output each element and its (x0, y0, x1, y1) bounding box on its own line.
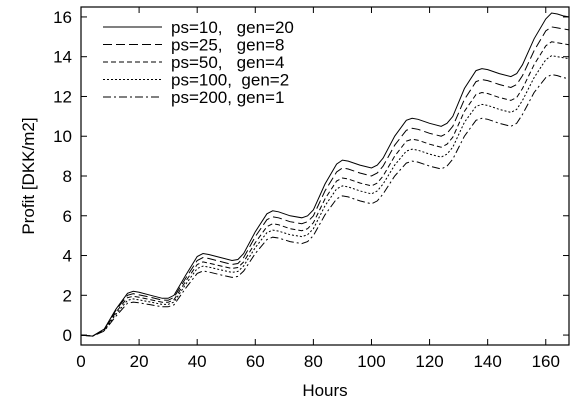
legend-label-3: ps=50, gen=4 (171, 53, 284, 72)
y-tick-label: 4 (63, 247, 72, 266)
x-tick-label: 20 (130, 352, 149, 371)
y-tick-label: 16 (53, 8, 72, 27)
series-line-3 (80, 41, 570, 337)
series-line-4 (80, 55, 570, 337)
x-tick-label: 40 (188, 352, 207, 371)
legend-label-4: ps=100, gen=2 (171, 71, 289, 90)
series-line-2 (80, 26, 570, 337)
legend-label-1: ps=10, gen=20 (171, 18, 294, 37)
x-tick-label: 140 (473, 352, 501, 371)
y-tick-label: 6 (63, 207, 72, 226)
x-tick-label: 0 (76, 352, 85, 371)
legend-label-5: ps=200, gen=1 (171, 88, 284, 107)
y-tick-label: 10 (53, 127, 72, 146)
y-axis-title: Profit [DKK/m2] (19, 117, 38, 234)
x-tick-label: 100 (357, 352, 385, 371)
x-tick-label: 120 (415, 352, 443, 371)
x-axis-title: Hours (302, 381, 347, 400)
plot-frame (80, 6, 570, 346)
legend-label-2: ps=25, gen=8 (171, 36, 284, 55)
ticks (80, 7, 569, 345)
tick-labels: 0 20 40 60 80 100 120 140 160 0 2 4 6 8 10 12 14 16 (53, 8, 560, 371)
y-tick-label: 8 (63, 167, 72, 186)
y-tick-label: 12 (53, 87, 72, 106)
y-tick-label: 14 (53, 48, 72, 67)
x-tick-label: 160 (532, 352, 560, 371)
y-tick-label: 0 (63, 326, 72, 345)
x-tick-label: 60 (246, 352, 265, 371)
series-line-1 (80, 12, 570, 337)
series-lines (80, 12, 570, 337)
x-tick-label: 80 (304, 352, 323, 371)
series-line-5 (80, 74, 570, 337)
y-tick-label: 2 (63, 286, 72, 305)
